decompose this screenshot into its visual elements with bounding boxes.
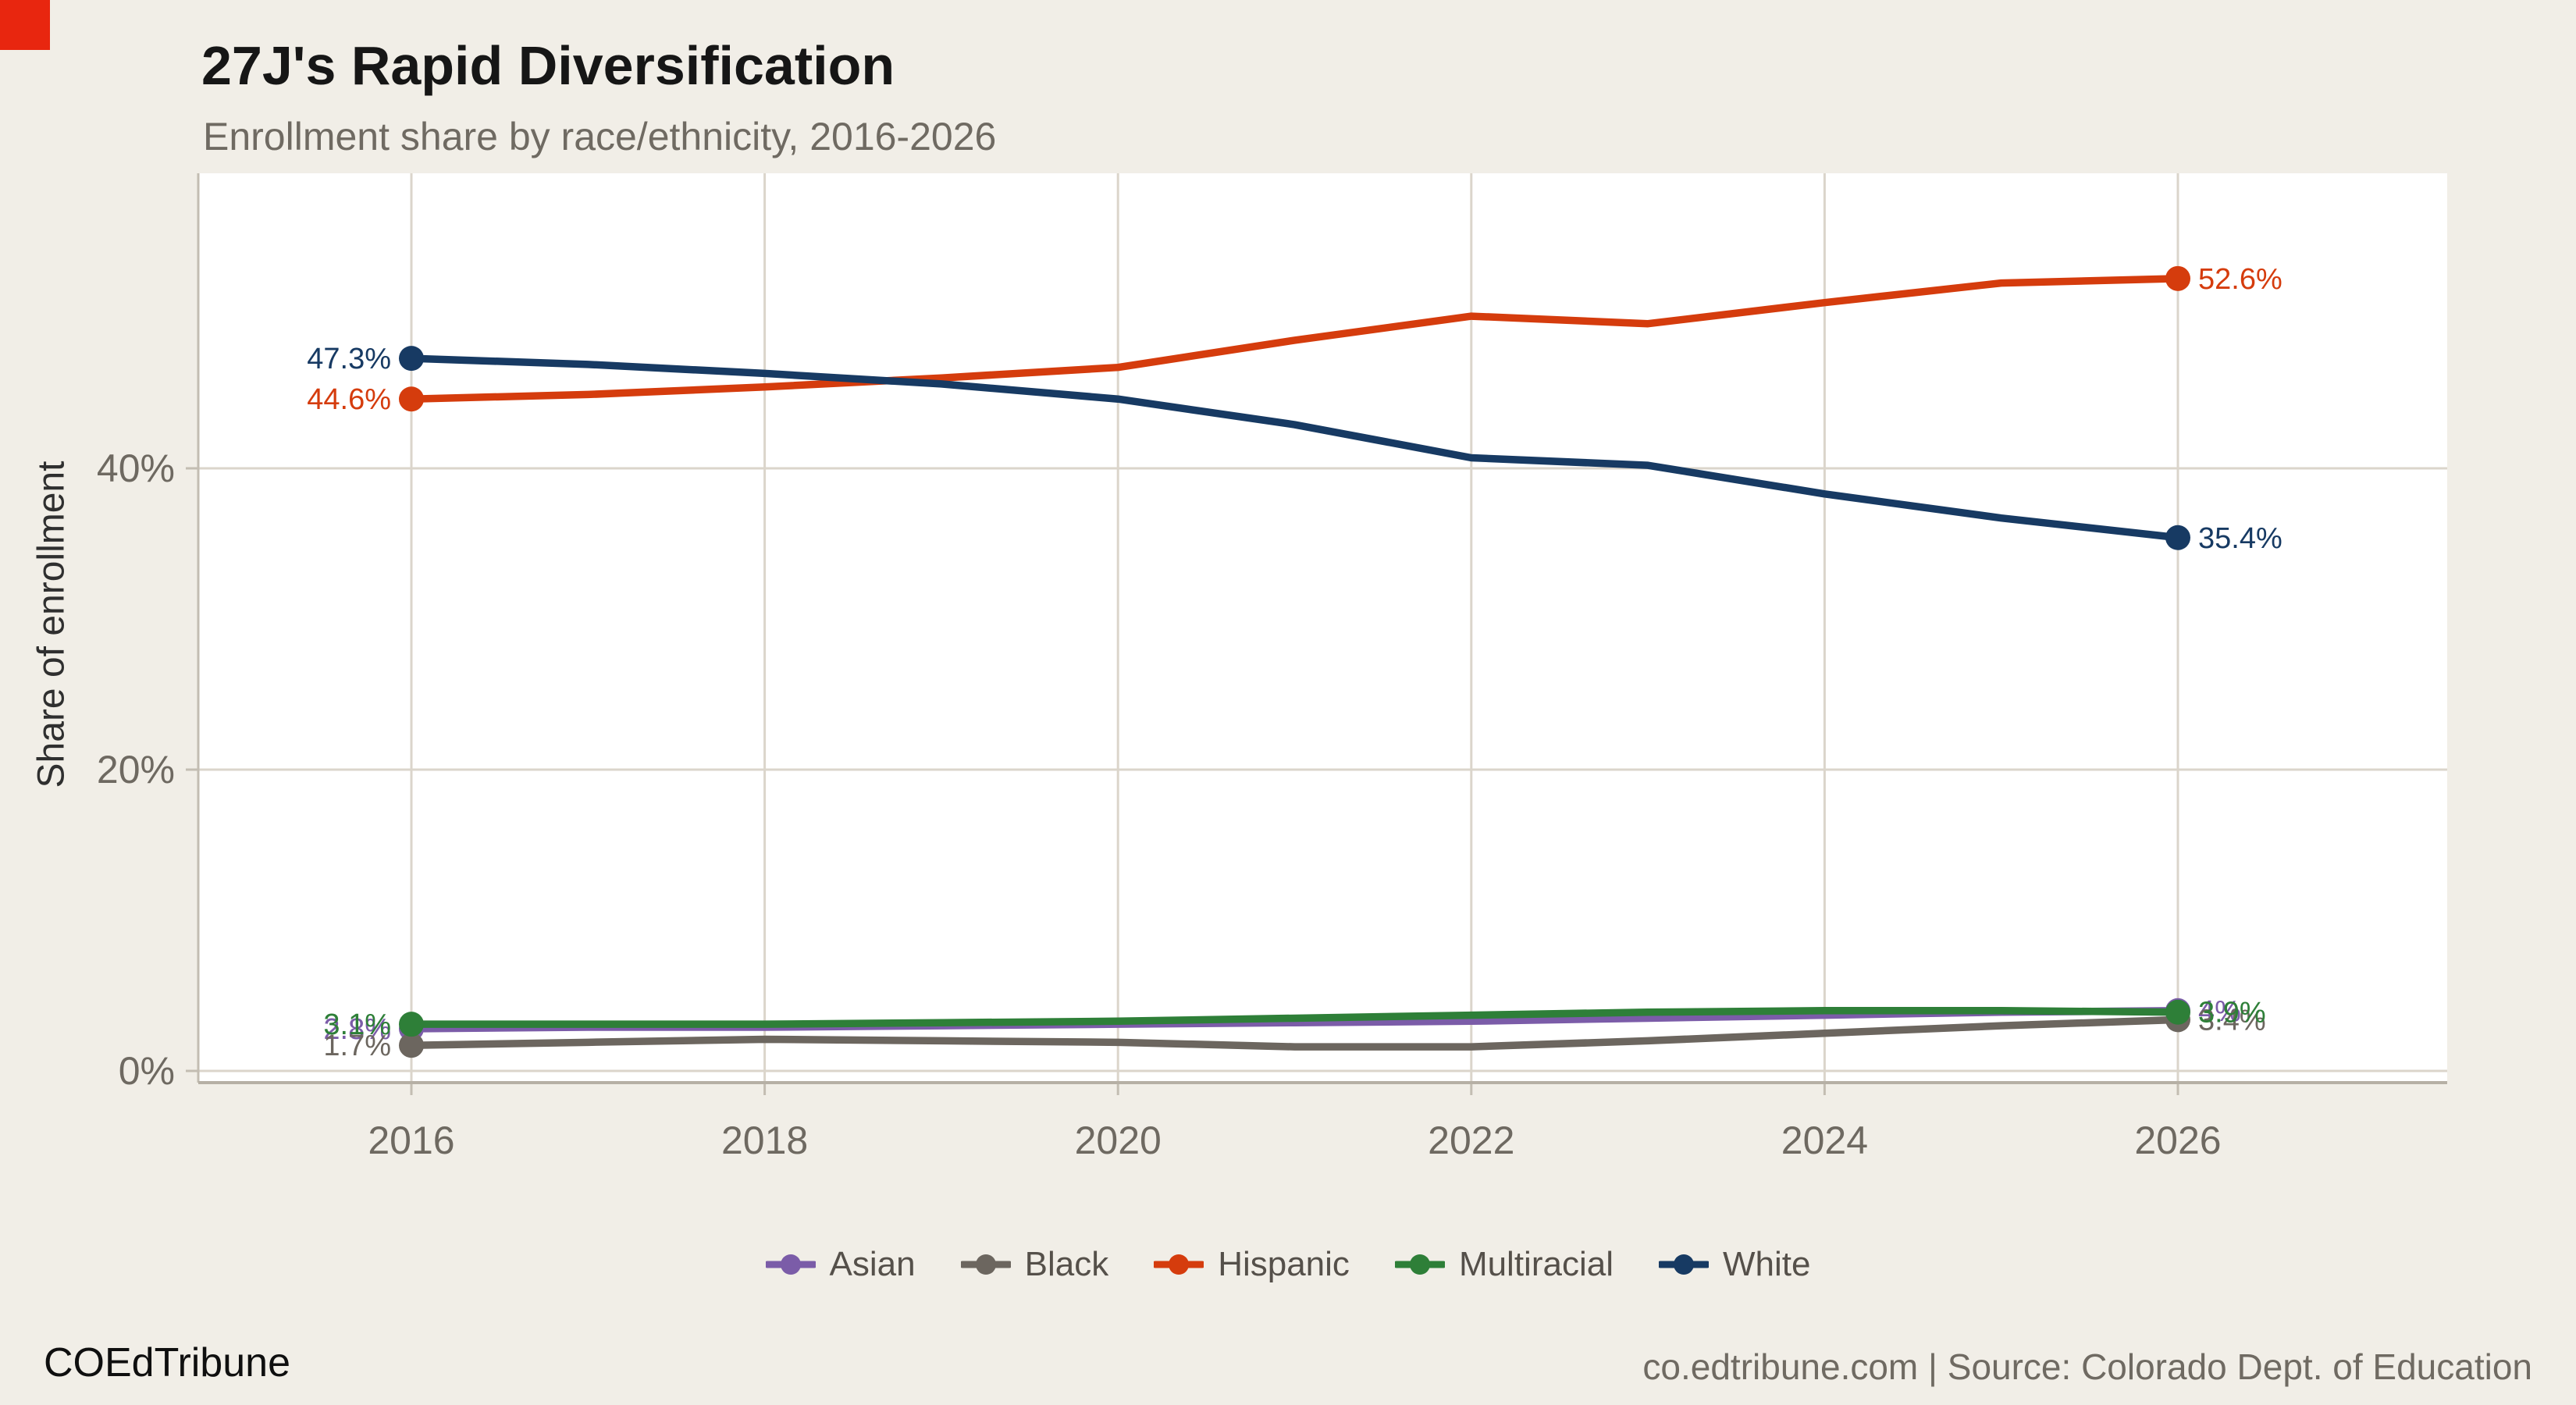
legend-item-black: Black [960,1245,1109,1284]
legend-item-asian: Asian [765,1245,916,1284]
chart-legend: Asian Black Hispanic Multiracial White [0,1227,2576,1302]
series-dot-white-2016 [399,346,424,372]
source-attribution: co.edtribune.com | Source: Colorado Dept… [1642,1346,2532,1387]
legend-item-hispanic: Hispanic [1154,1245,1350,1284]
chart-title: 27J's Rapid Diversification [201,35,895,96]
plot-area [198,173,2447,1083]
series-dot-hispanic-2026 [2165,265,2190,291]
data-label-hispanic-start: 44.6% [307,383,391,416]
series-line-black [407,1016,2182,1051]
legend-marker-icon-hispanic [1154,1254,1204,1275]
data-label-multiracial-end: 3.9% [2198,997,2266,1030]
data-label-black-start: 1.7% [323,1030,391,1062]
series-dot-multiracial-2026 [2165,999,2190,1025]
x-tick-label: 2022 [1428,1119,1514,1162]
legend-marker-icon-multiracial [1394,1254,1445,1275]
x-tick-label: 2018 [721,1119,808,1162]
series-line-hispanic [407,275,2182,403]
x-tick-label: 2026 [2134,1119,2221,1162]
data-label-asian-start: 2.8% [323,1013,391,1046]
data-label-white-start: 47.3% [307,343,391,375]
legend-label-black: Black [1024,1245,1109,1283]
series-dot-multiracial-2016 [399,1012,424,1037]
legend-marker-icon-white [1658,1254,1709,1275]
publisher-name: COEdTribune [44,1340,290,1385]
series-line-white [407,354,2182,542]
legend-item-multiracial: Multiracial [1394,1245,1614,1284]
x-tick-label: 2024 [1781,1119,1868,1162]
data-label-white-end: 35.4% [2198,522,2282,555]
legend-item-white: White [1658,1245,1811,1284]
series-dot-black-2016 [399,1033,424,1058]
data-label-black-end: 3.4% [2198,1004,2266,1037]
x-tick-label: 2020 [1075,1119,1162,1162]
x-tick-label: 2016 [368,1119,454,1162]
data-label-asian-end: 4% [2198,995,2241,1028]
legend-marker-icon-asian [765,1254,816,1275]
y-tick-label: 0% [119,1049,175,1093]
series-line-multiracial [407,1007,2182,1028]
data-label-multiracial-start: 3.1% [323,1008,391,1041]
series-dot-white-2026 [2165,525,2190,550]
data-label-hispanic-end: 52.6% [2198,263,2282,296]
legend-label-asian: Asian [829,1245,916,1283]
y-tick-label: 40% [97,446,175,490]
legend-label-multiracial: Multiracial [1458,1245,1614,1283]
legend-marker-icon-black [960,1254,1011,1275]
series-dot-hispanic-2016 [399,386,424,412]
legend-label-hispanic: Hispanic [1218,1245,1350,1283]
y-tick-label: 20% [97,748,175,791]
brand-logo-square [0,0,50,50]
chart-subtitle: Enrollment share by race/ethnicity, 2016… [203,115,997,158]
legend-label-white: White [1722,1245,1811,1283]
